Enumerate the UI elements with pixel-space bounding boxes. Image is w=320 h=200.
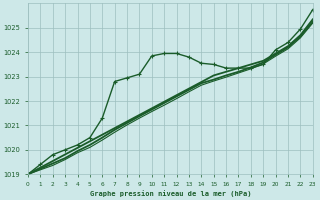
X-axis label: Graphe pression niveau de la mer (hPa): Graphe pression niveau de la mer (hPa) <box>90 190 251 197</box>
